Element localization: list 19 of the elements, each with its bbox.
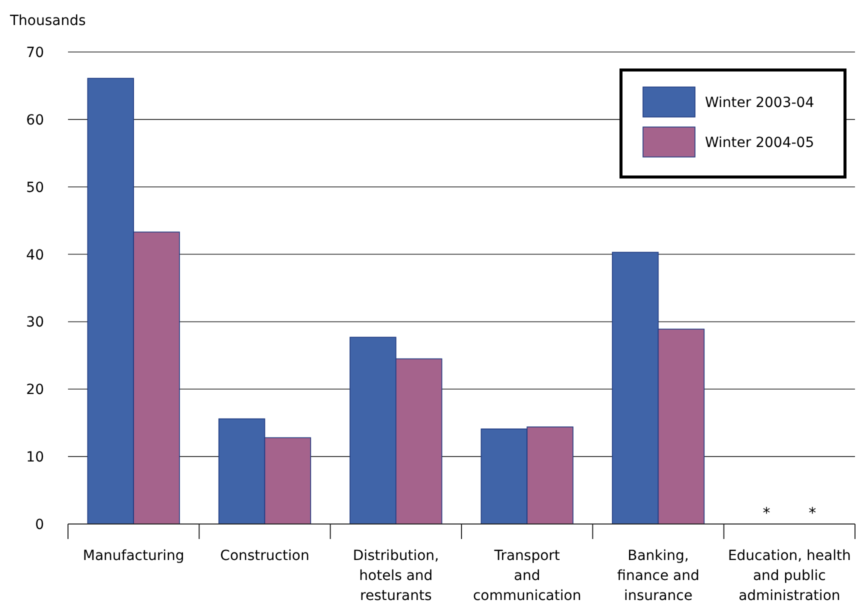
x-tick-label: Construction [220,548,310,564]
y-tick-label: 50 [26,180,44,196]
y-axis-title: Thousands [9,13,86,29]
y-tick-label: 10 [26,450,44,466]
y-tick-label: 30 [26,314,44,331]
x-tick-label: Transport and communication [472,548,582,604]
y-tick-label: 20 [26,382,44,398]
y-tick-label: 70 [26,45,44,61]
x-tick-label: Education, health and public administration [728,548,851,604]
legend-label: Winter 2004-05 [705,135,814,151]
y-tick-label: 40 [26,247,44,264]
y-tick-label: 60 [26,112,44,128]
x-tick-label: Banking, finance and insurance [617,548,700,604]
x-tick-label: Manufacturing [82,548,184,564]
text: * [762,504,770,522]
text: * [808,504,816,522]
y-tick-label: 0 [35,517,44,533]
legend-label: Winter 2003-04 [705,95,814,111]
x-tick-label: Distribution, hotels and resturants [352,548,439,604]
